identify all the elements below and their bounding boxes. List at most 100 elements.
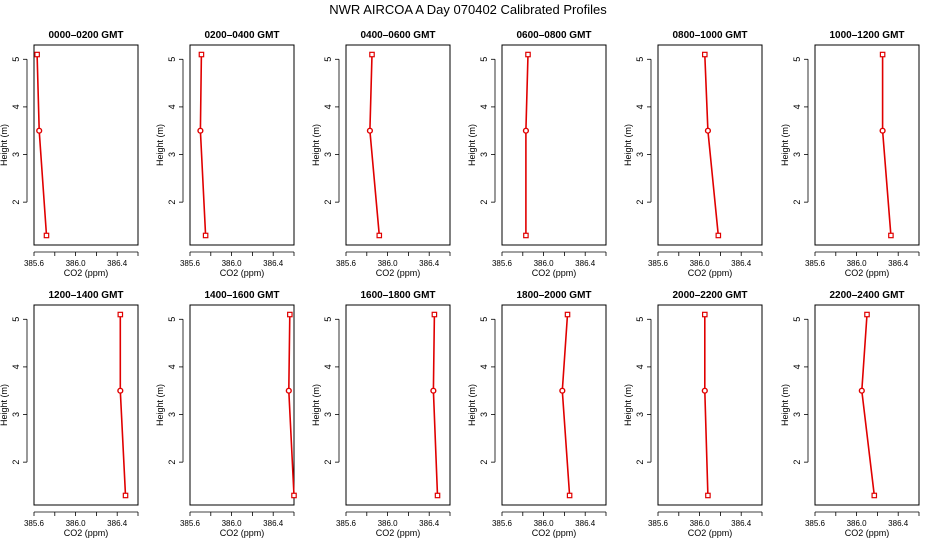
x-axis-label: CO2 (ppm) [64, 528, 109, 538]
x-tick-label: 386.0 [222, 259, 243, 268]
y-tick-label: 3 [792, 412, 802, 417]
x-tick-label: 385.6 [492, 519, 513, 528]
x-tick-label: 386.4 [107, 259, 128, 268]
x-tick-label: 386.0 [690, 259, 711, 268]
panel-title: 0200–0400 GMT [204, 30, 279, 41]
y-tick-label: 2 [323, 200, 333, 205]
x-tick-label: 385.6 [24, 519, 45, 528]
y-tick-label: 4 [167, 104, 177, 109]
y-tick-label: 5 [792, 317, 802, 322]
profile-line [525, 54, 529, 236]
y-tick-label: 2 [635, 460, 645, 465]
y-tick-label: 3 [167, 152, 177, 157]
data-point [366, 127, 374, 134]
data-point [704, 127, 712, 134]
data-point [701, 51, 708, 58]
x-tick-label: 386.0 [378, 519, 399, 528]
data-point [122, 492, 129, 499]
y-tick-label: 3 [11, 152, 21, 157]
x-axis-label: CO2 (ppm) [688, 528, 733, 538]
y-tick-label: 2 [167, 460, 177, 465]
y-tick-label: 4 [323, 364, 333, 369]
y-tick-label: 3 [792, 152, 802, 157]
plot-frame [501, 304, 607, 506]
x-tick-label: 386.4 [419, 259, 440, 268]
data-point [566, 492, 573, 499]
x-tick-label: 386.0 [66, 259, 87, 268]
panel-title: 1200–1400 GMT [48, 290, 123, 301]
panel-title: 2000–2200 GMT [672, 290, 747, 301]
x-tick-label: 385.6 [180, 259, 201, 268]
x-tick-label: 386.4 [888, 259, 909, 268]
data-point [430, 387, 437, 394]
x-axis-label: CO2 (ppm) [688, 268, 733, 278]
y-tick-label: 4 [479, 364, 489, 369]
data-point [36, 127, 43, 134]
x-tick-label: 386.4 [263, 519, 284, 528]
y-axis-label: Height (m) [0, 124, 9, 166]
data-point [431, 311, 438, 318]
data-point [879, 51, 886, 58]
y-axis-label: Height (m) [623, 124, 633, 166]
x-tick-label: 386.4 [263, 259, 284, 268]
data-point [879, 127, 886, 134]
y-axis-label: Height (m) [0, 384, 9, 426]
panel-title: 0000–0200 GMT [48, 30, 123, 41]
x-tick-label: 386.0 [66, 519, 87, 528]
data-point [715, 232, 722, 239]
y-axis-label: Height (m) [311, 124, 321, 166]
y-tick-label: 3 [479, 152, 489, 157]
x-tick-label: 386.4 [419, 519, 440, 528]
plot-frame [814, 304, 920, 506]
data-point [202, 232, 209, 239]
x-tick-label: 386.0 [378, 259, 399, 268]
data-point [522, 127, 530, 134]
data-point [34, 51, 40, 58]
panel-title: 1600–1800 GMT [360, 290, 435, 301]
y-tick-label: 4 [792, 364, 802, 369]
y-tick-label: 5 [479, 317, 489, 322]
y-tick-label: 5 [635, 57, 645, 62]
y-axis-label: Height (m) [467, 384, 477, 426]
y-axis-label: Height (m) [780, 384, 790, 426]
panel-title: 1400–1600 GMT [204, 290, 279, 301]
y-tick-label: 2 [479, 460, 489, 465]
y-tick-label: 2 [11, 460, 21, 465]
profile-line [287, 314, 295, 496]
x-tick-label: 385.6 [648, 259, 669, 268]
x-tick-label: 385.6 [180, 519, 201, 528]
y-axis-label: Height (m) [780, 124, 790, 166]
x-axis-label: CO2 (ppm) [845, 268, 890, 278]
data-point [43, 232, 50, 239]
y-tick-label: 4 [11, 104, 21, 109]
data-point [287, 311, 293, 318]
y-tick-label: 5 [11, 57, 21, 62]
y-tick-label: 2 [11, 200, 21, 205]
panel-title: 0800–1000 GMT [672, 30, 747, 41]
y-tick-label: 4 [792, 104, 802, 109]
plot-frame [814, 44, 920, 246]
x-tick-label: 385.6 [805, 519, 826, 528]
data-point [888, 232, 894, 239]
y-tick-label: 5 [635, 317, 645, 322]
data-point [523, 232, 529, 239]
panel-title: 1800–2000 GMT [516, 290, 591, 301]
plot-frame [345, 304, 451, 506]
y-tick-label: 5 [11, 317, 21, 322]
data-point [197, 127, 204, 134]
x-tick-label: 386.4 [731, 519, 752, 528]
plot-frame [189, 44, 295, 246]
plot-frame [33, 44, 139, 246]
y-tick-label: 2 [323, 460, 333, 465]
y-tick-label: 2 [479, 200, 489, 205]
y-tick-label: 5 [792, 57, 802, 62]
data-point [701, 311, 708, 318]
profile-line [369, 54, 381, 236]
y-tick-label: 5 [167, 57, 177, 62]
x-tick-label: 386.4 [731, 259, 752, 268]
